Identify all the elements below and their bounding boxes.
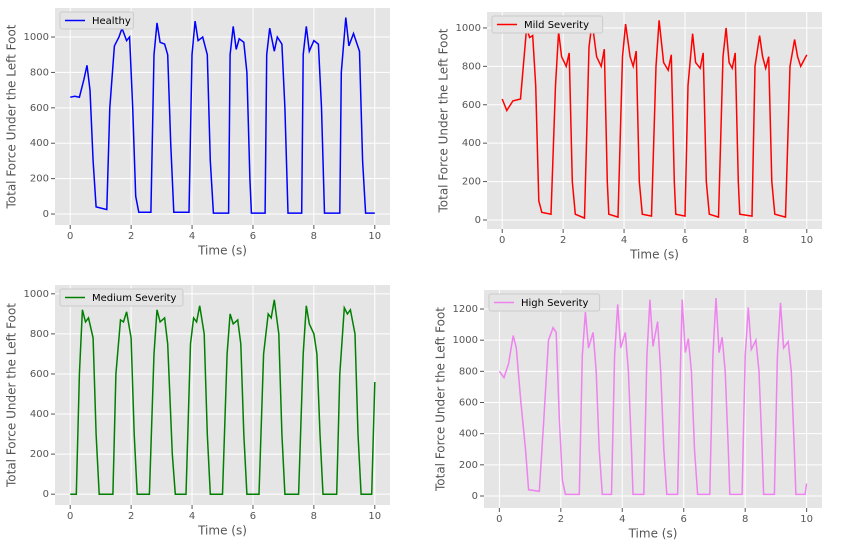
y-tick-label: 200 — [459, 460, 478, 471]
y-tick-label: 1000 — [453, 335, 478, 346]
y-tick-label: 0 — [472, 491, 478, 502]
x-tick-label: 0 — [499, 235, 505, 246]
x-axis-label: Time (s) — [197, 244, 247, 258]
y-tick-label: 400 — [462, 138, 481, 149]
y-tick-label: 800 — [30, 329, 49, 340]
x-tick-label: 8 — [743, 235, 749, 246]
y-tick-label: 1000 — [24, 32, 49, 43]
y-axis-label: Total Force Under the Left Foot — [5, 24, 19, 209]
x-tick-label: 2 — [128, 231, 134, 242]
legend-label: Mild Severity — [524, 20, 589, 31]
x-axis-label: Time (s) — [197, 524, 247, 538]
y-tick-label: 600 — [30, 369, 49, 380]
x-tick-label: 6 — [250, 511, 256, 522]
x-tick-label: 0 — [496, 514, 502, 525]
legend-box — [488, 293, 601, 312]
y-tick-label: 1200 — [453, 304, 478, 315]
legend-box — [491, 15, 604, 34]
legend-label: Healthy — [92, 16, 131, 27]
y-tick-label: 800 — [459, 366, 478, 377]
legend-box — [59, 11, 134, 30]
y-axis-label: Total Force Under the Left Foot — [437, 28, 451, 213]
y-tick-label: 400 — [30, 409, 49, 420]
y-tick-label: 800 — [462, 61, 481, 72]
y-tick-label: 200 — [462, 177, 481, 188]
y-tick-label: 600 — [462, 100, 481, 111]
x-tick-label: 10 — [368, 231, 381, 242]
y-tick-label: 400 — [30, 138, 49, 149]
y-tick-label: 200 — [30, 449, 49, 460]
x-tick-label: 8 — [742, 514, 748, 525]
legend-label: Medium Severity — [92, 293, 177, 304]
x-tick-label: 2 — [558, 514, 564, 525]
x-tick-label: 8 — [311, 511, 317, 522]
legend-label: High Severity — [521, 298, 589, 309]
data-line — [498, 298, 808, 496]
y-tick-label: 0 — [43, 209, 49, 220]
x-tick-label: 0 — [67, 511, 73, 522]
y-axis-label: Total Force Under the Left Foot — [5, 303, 19, 488]
y-tick-label: 0 — [475, 215, 481, 226]
plot-area — [484, 290, 822, 508]
x-tick-label: 10 — [800, 514, 813, 525]
x-tick-label: 4 — [621, 235, 627, 246]
x-tick-label: 8 — [311, 231, 317, 242]
y-tick-label: 400 — [459, 429, 478, 440]
x-tick-label: 10 — [368, 511, 381, 522]
x-tick-label: 4 — [189, 511, 195, 522]
y-tick-label: 0 — [43, 489, 49, 500]
x-axis-label: Time (s) — [628, 527, 678, 541]
x-tick-label: 6 — [682, 235, 688, 246]
y-tick-label: 800 — [30, 67, 49, 78]
data-line — [70, 17, 375, 214]
x-tick-label: 2 — [560, 235, 566, 246]
x-tick-label: 6 — [250, 231, 256, 242]
x-tick-label: 10 — [800, 235, 813, 246]
legend-box — [59, 288, 184, 307]
data-line — [70, 299, 376, 495]
plot-area — [55, 285, 390, 505]
x-tick-label: 6 — [681, 514, 687, 525]
y-tick-label: 600 — [30, 103, 49, 114]
x-tick-label: 0 — [67, 231, 73, 242]
x-tick-label: 2 — [128, 511, 134, 522]
y-axis-label: Total Force Under the Left Foot — [434, 307, 448, 492]
y-tick-label: 600 — [459, 398, 478, 409]
x-axis-label: Time (s) — [629, 248, 679, 262]
y-tick-label: 1000 — [24, 289, 49, 300]
x-tick-label: 4 — [189, 231, 195, 242]
plot-area — [55, 8, 390, 225]
x-tick-label: 4 — [619, 514, 625, 525]
y-tick-label: 1000 — [456, 23, 481, 34]
y-tick-label: 200 — [30, 174, 49, 185]
